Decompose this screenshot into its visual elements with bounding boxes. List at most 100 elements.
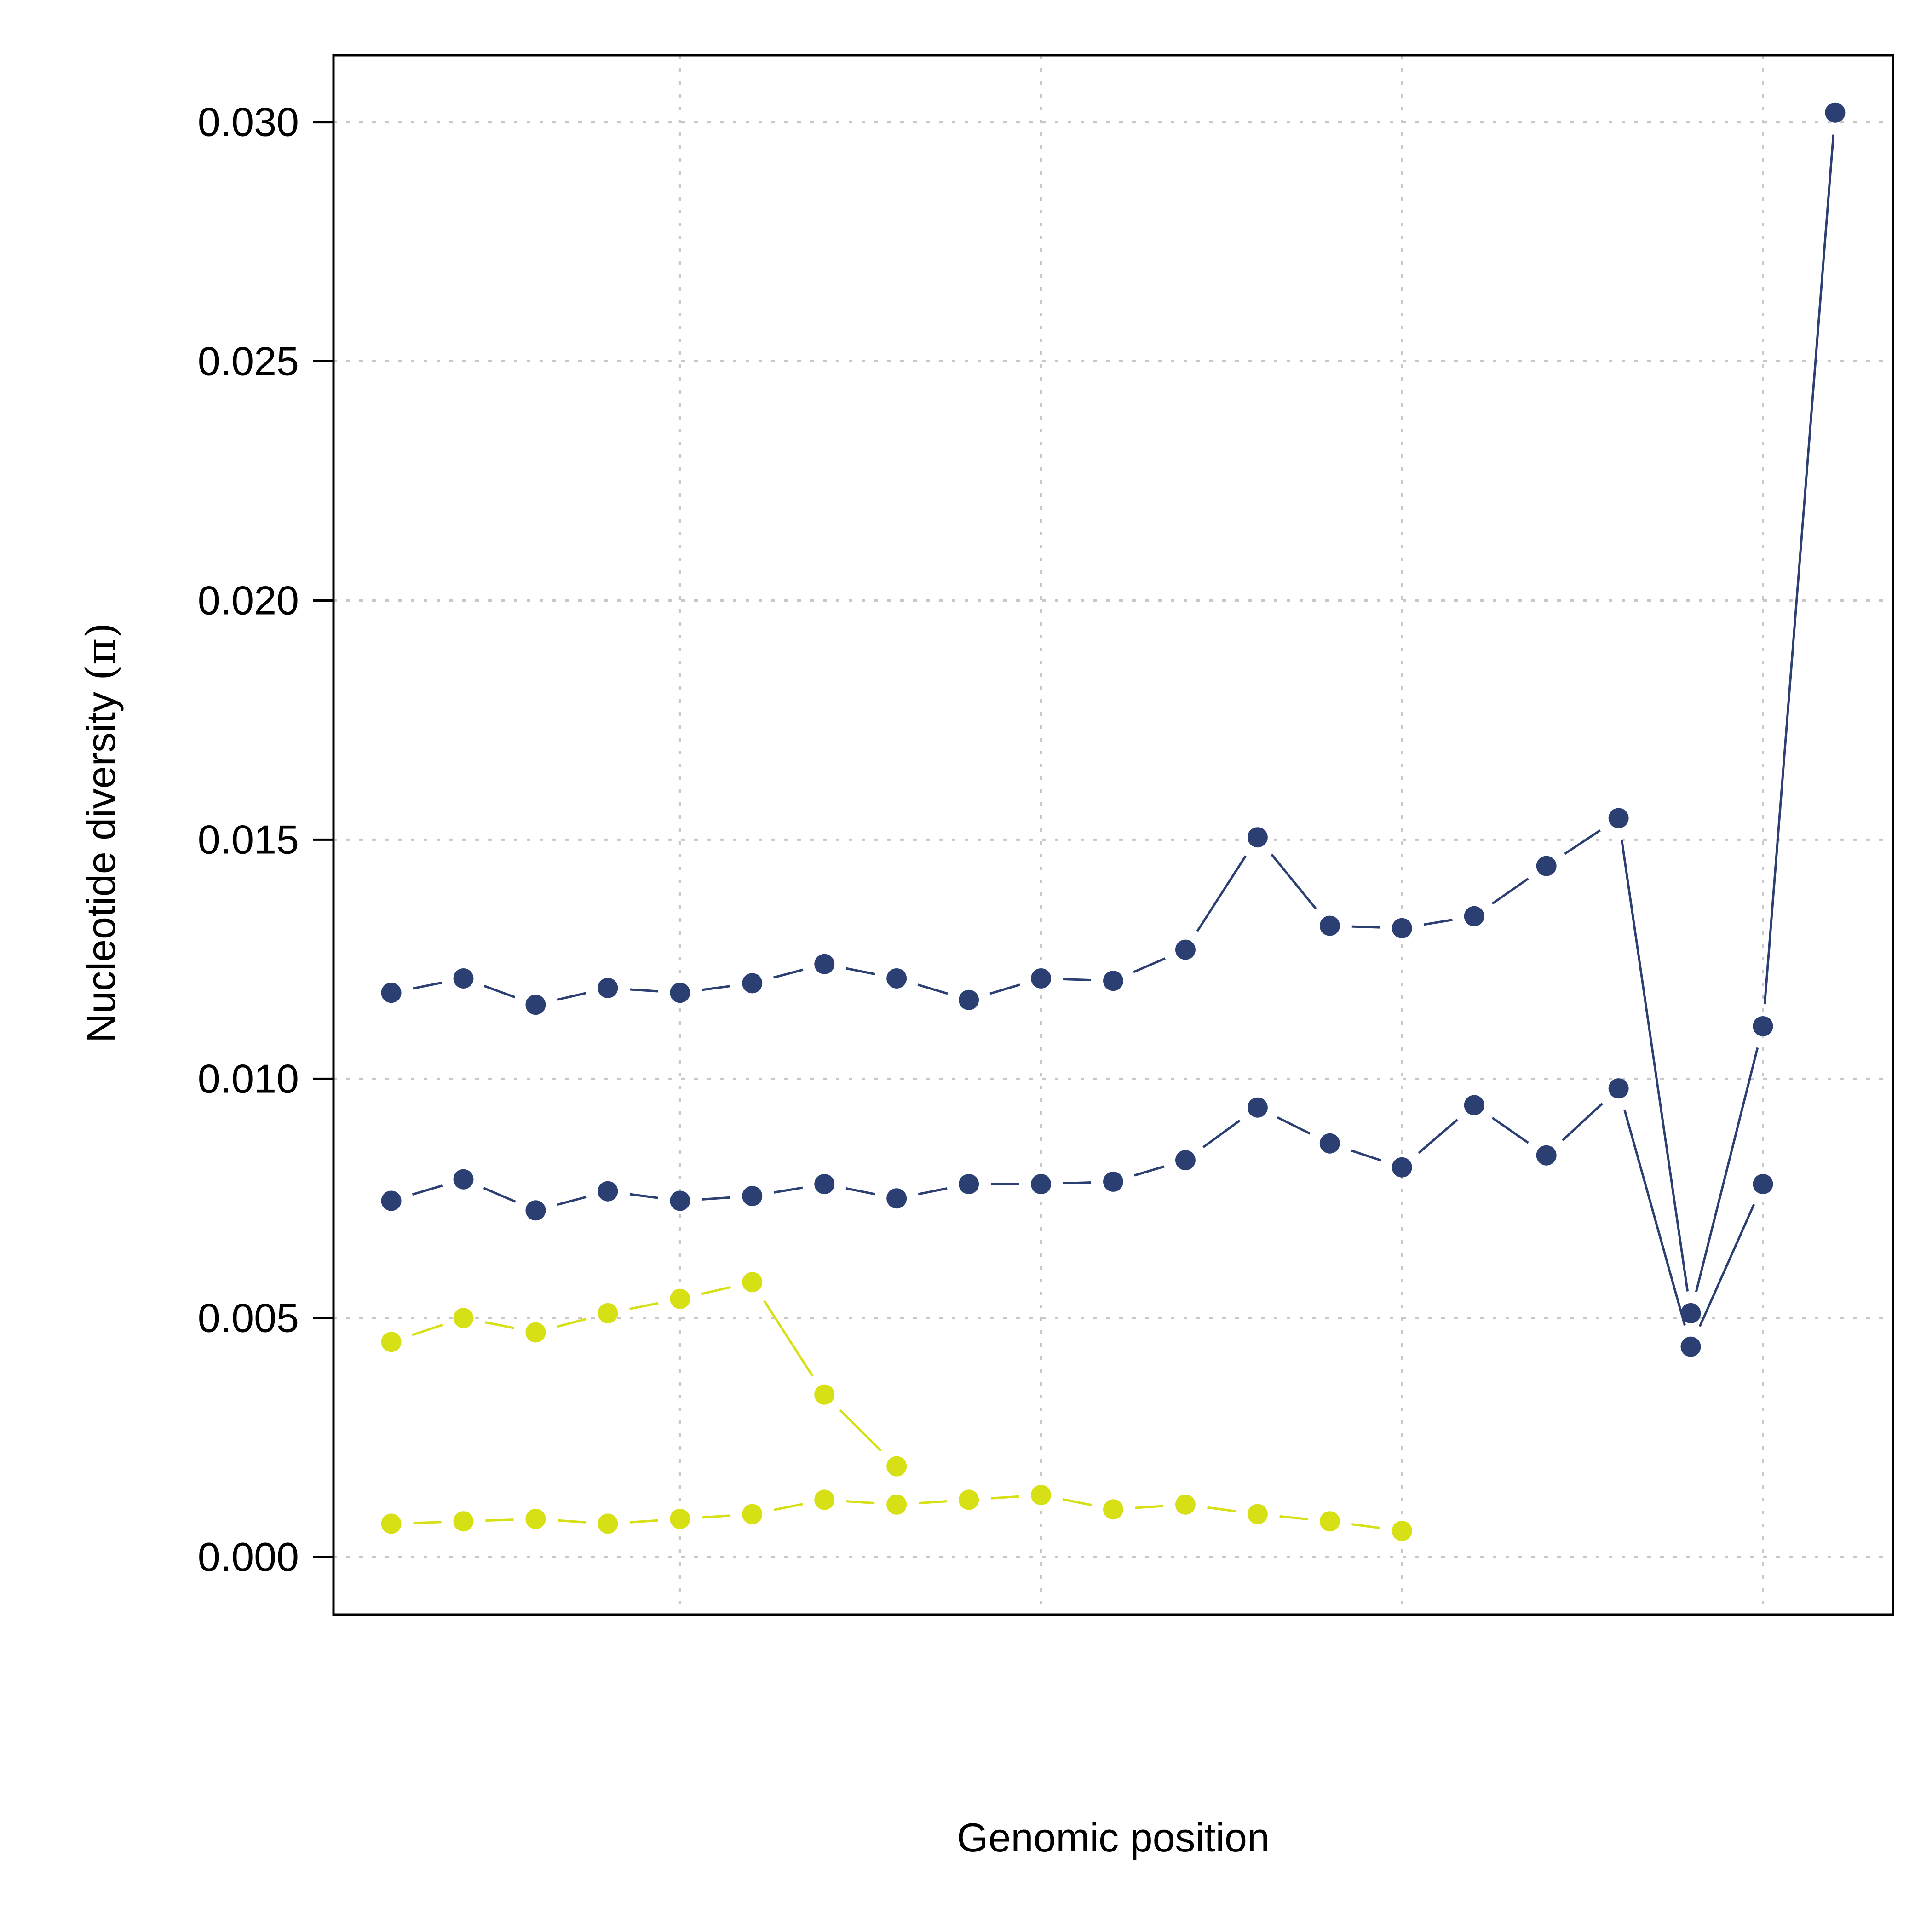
data-point <box>598 1181 618 1202</box>
series-2 <box>381 1078 1773 1357</box>
series-segment <box>918 1187 948 1196</box>
data-point <box>1319 1511 1340 1532</box>
series-segment <box>839 1409 882 1452</box>
data-point <box>814 954 835 974</box>
series-segment <box>1695 1047 1759 1292</box>
series-segment <box>1564 829 1601 855</box>
y-axis: 0.000 0.005 0.010 0.015 0.020 0.025 0.030 <box>198 99 334 1580</box>
data-point <box>1103 1171 1123 1192</box>
data-point <box>525 1509 546 1530</box>
series-segment <box>630 988 658 993</box>
series-segment <box>413 1521 442 1524</box>
y-tick-label: 0.005 <box>198 1295 299 1340</box>
data-point <box>814 1489 835 1510</box>
y-axis-title-text: Nucleotide diversity <box>78 681 124 1043</box>
series-segment <box>701 1286 731 1295</box>
data-point <box>1175 1150 1196 1171</box>
series-segment <box>412 1184 443 1196</box>
series-segment <box>1351 925 1380 929</box>
data-point <box>1175 1494 1196 1515</box>
data-point <box>959 1174 979 1195</box>
y-tick-label: 0.010 <box>198 1056 299 1101</box>
series-segment <box>412 1323 443 1336</box>
data-point <box>1464 1095 1484 1116</box>
data-point <box>1464 906 1484 926</box>
series-segment <box>1202 1119 1241 1148</box>
data-point <box>670 1288 690 1309</box>
data-point <box>1319 915 1340 936</box>
series-segment <box>1350 1149 1381 1162</box>
series-segment <box>558 1519 586 1524</box>
series-segment <box>630 1519 658 1524</box>
data-point <box>1680 1303 1701 1323</box>
series-3 <box>381 1272 907 1477</box>
series-segment <box>1351 1523 1380 1530</box>
series-segment <box>990 1495 1019 1500</box>
data-point <box>1825 102 1846 123</box>
series-segment <box>557 1317 587 1328</box>
series-segment <box>1134 1165 1165 1177</box>
data-point <box>598 978 618 998</box>
series-segment <box>629 1193 659 1199</box>
data-point <box>1031 1174 1052 1195</box>
data-point <box>886 968 907 989</box>
data-point <box>1536 856 1557 876</box>
series-segment <box>917 983 948 995</box>
data-point <box>453 1308 474 1328</box>
data-point <box>959 989 979 1010</box>
data-point <box>381 983 402 1003</box>
series-segment <box>1623 1109 1686 1326</box>
data-point <box>1608 808 1629 828</box>
series-segment <box>702 985 731 991</box>
data-point <box>1031 1485 1052 1506</box>
data-point <box>959 1489 979 1510</box>
y-tick-label: 0.020 <box>198 577 299 623</box>
data-point <box>1103 971 1123 991</box>
series-segment <box>773 968 804 979</box>
data-point <box>1392 1157 1412 1178</box>
data-point <box>742 1272 763 1293</box>
series-segment <box>1279 1515 1308 1520</box>
data-point <box>453 968 474 989</box>
series-segment <box>763 1300 814 1377</box>
data-point <box>814 1384 835 1405</box>
series-segment <box>845 967 875 976</box>
data-point <box>1247 827 1268 848</box>
data-point <box>525 1322 546 1343</box>
series-segment <box>702 1514 730 1519</box>
series-segment <box>1562 1102 1604 1141</box>
series-segment <box>1698 1203 1755 1327</box>
data-point <box>1247 1097 1268 1118</box>
series-segment <box>989 983 1020 995</box>
y-tick-label: 0.030 <box>198 99 299 145</box>
series-segment <box>773 1503 803 1511</box>
data-point <box>742 1504 763 1524</box>
plot-frame <box>332 54 1894 1616</box>
data-point <box>670 1190 690 1211</box>
series-segment <box>1418 1118 1458 1154</box>
gridlines <box>334 55 1893 1615</box>
data-point <box>1031 968 1052 989</box>
data-point <box>1536 1145 1557 1166</box>
series-segment <box>774 1186 803 1194</box>
data-point <box>453 1169 474 1190</box>
series-group <box>381 102 1846 1541</box>
data-point <box>381 1332 402 1352</box>
y-axis-title: Nucleotide diversity (π) <box>77 622 125 1043</box>
series-segment <box>557 992 587 1001</box>
series-segment <box>1133 957 1166 973</box>
data-point <box>598 1303 618 1323</box>
series-segment <box>483 985 516 999</box>
series-segment <box>629 1302 659 1310</box>
data-point <box>1608 1078 1629 1099</box>
data-point <box>1753 1174 1773 1195</box>
data-point <box>1319 1133 1340 1154</box>
series-segment <box>1491 1116 1529 1144</box>
data-point <box>742 1186 763 1207</box>
series-segment <box>1207 1506 1236 1512</box>
series-1 <box>381 102 1846 1323</box>
series-segment <box>1062 1498 1092 1506</box>
data-point <box>453 1511 474 1532</box>
